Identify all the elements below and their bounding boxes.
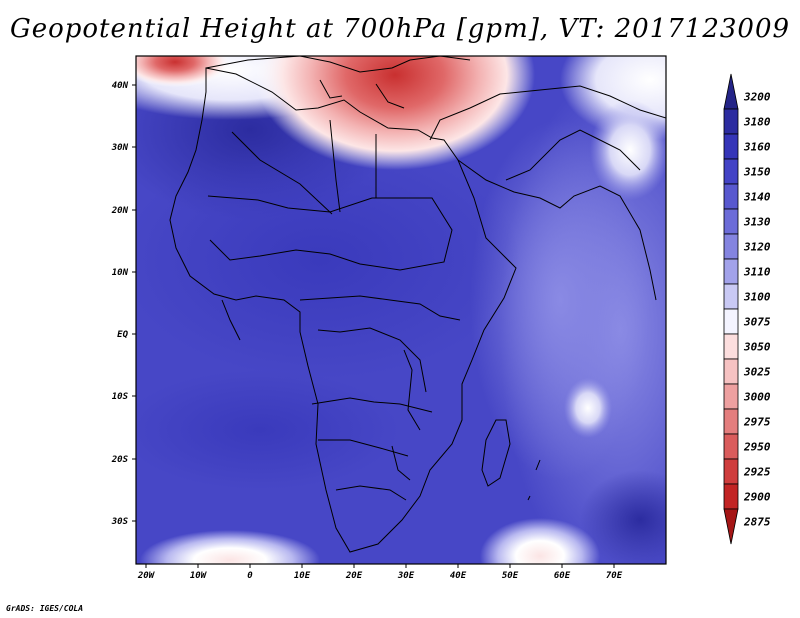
colorbar-level-label: 3110 [743,266,771,279]
colorbar-level-label: 3150 [743,166,771,179]
colorbar-swatch [723,483,739,510]
colorbar: 3200 3180 3160 3150 3140 3130 3120 3110 3100 3075… [723,73,771,545]
colorbar-swatch [723,408,739,435]
lat-tick-label: EQ [117,330,128,340]
coastlines [169,56,666,553]
plot-frame [135,55,667,565]
colorbar-swatch [723,333,739,360]
colorbar-swatch [723,458,739,485]
colorbar-swatch [723,208,739,235]
lon-tick-label: 0 [247,571,253,581]
colorbar-swatch [723,183,739,210]
lat-tick-label: 20N [111,206,129,216]
colorbar-swatch [723,233,739,260]
map-title: Geopotential Height at 700hPa [gpm], VT:… [9,14,791,44]
credit-text: GrADS: IGES/COLA [6,604,84,613]
colorbar-swatch [723,73,739,110]
colorbar-level-label: 2950 [743,441,771,454]
colorbar-swatch [723,133,739,160]
colorbar-level-label: 3000 [743,391,771,404]
colorbar-level-label: 3180 [743,116,771,129]
colorbar-swatch [723,433,739,460]
colorbar-level-label: 3075 [743,316,771,329]
colorbar-level-label: 2975 [743,416,771,429]
colorbar-level-label: 3100 [743,291,771,304]
lon-tick-label: 20W [137,571,156,581]
height-field [136,56,666,564]
colorbar-swatch [723,308,739,335]
lon-tick-label: 20E [345,571,363,581]
lat-tick-label: 30N [111,143,129,153]
colorbar-level-label: 3160 [743,141,771,154]
colorbar-level-label: 3130 [743,216,771,229]
colorbar-level-label: 3200 [743,91,771,104]
lat-tick-label: 20S [111,455,129,465]
lon-tick-label: 10W [190,571,208,581]
colorbar-level-label: 3120 [743,241,771,254]
lat-tick-label: 30S [111,517,129,527]
lon-tick-label: 60E [554,571,571,581]
lat-tick-label: 10S [112,392,129,402]
lon-tick-label: 10E [294,571,311,581]
colorbar-level-label: 3050 [743,341,771,354]
colorbar-level-label: 2900 [743,491,771,504]
lon-tick-label: 50E [502,571,519,581]
lon-tick-label: 70E [606,571,623,581]
lat-tick-label: 40N [112,81,129,91]
lat-tick-label: 10N [112,268,129,278]
colorbar-swatch [723,158,739,185]
lon-tick-label: 40E [450,571,467,581]
colorbar-swatch [723,383,739,410]
colorbar-level-label: 3025 [743,366,771,379]
lon-axis: 20W 10W 0 10E 20E 30E 40E 50E 60E 70E [137,564,623,581]
colorbar-swatch [723,508,739,545]
lon-tick-label: 30E [397,571,415,581]
colorbar-level-label: 2875 [743,516,771,529]
colorbar-swatch [723,283,739,310]
colorbar-level-label: 2925 [743,466,771,479]
colorbar-swatch [723,358,739,385]
colorbar-swatch [723,108,739,135]
lat-axis: 40N 30N 20N 10N EQ 10S 20S 30S [111,81,136,527]
colorbar-swatch [723,258,739,285]
colorbar-level-label: 3140 [743,191,771,204]
